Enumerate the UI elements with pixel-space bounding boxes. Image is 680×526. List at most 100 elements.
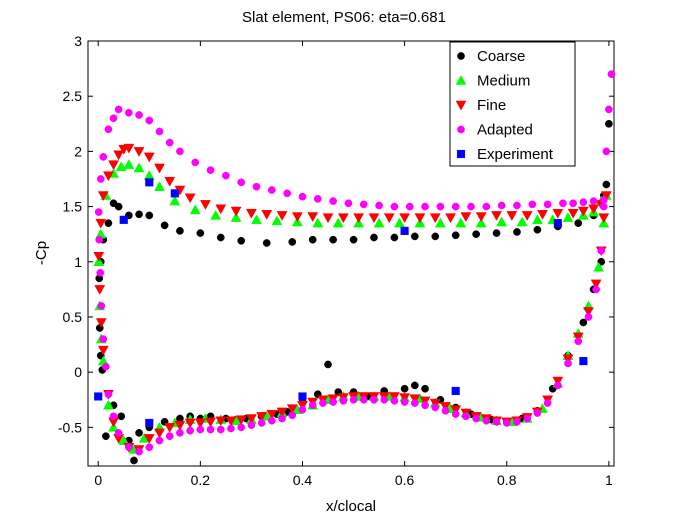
adapted-point	[227, 424, 235, 433]
experiment-point	[94, 392, 103, 401]
legend-item-coarse: Coarse	[457, 48, 525, 65]
legend-label-coarse: Coarse	[477, 48, 525, 65]
medium-point	[434, 217, 446, 228]
legend-label-adapted: Adapted	[477, 122, 533, 139]
adapted-point	[482, 202, 491, 211]
adapted-point	[165, 432, 174, 441]
y-tick-label: 0.5	[63, 309, 83, 325]
legend-item-medium: Medium	[455, 73, 530, 90]
fine-point	[276, 407, 288, 418]
adapted-point	[467, 202, 475, 211]
fine-point	[95, 218, 107, 229]
experiment-point	[119, 215, 128, 224]
fine-point	[200, 200, 211, 210]
fine-point	[286, 404, 298, 415]
adapted-point	[605, 105, 613, 114]
fine-point	[184, 418, 196, 429]
adapted-point	[104, 125, 113, 134]
fine-point	[383, 213, 395, 224]
experiment-point	[145, 418, 154, 427]
fine-point	[184, 193, 196, 204]
fine-point	[113, 150, 125, 161]
adapted-point	[482, 416, 491, 425]
coarse-point	[472, 230, 480, 239]
medium-point	[169, 195, 181, 206]
coarse-point	[196, 229, 205, 237]
fine-point	[266, 409, 278, 420]
fine-point	[368, 213, 380, 224]
fine-point	[419, 396, 431, 407]
fine-point	[108, 160, 119, 171]
coarse-point	[602, 180, 611, 189]
fine-point	[440, 402, 451, 412]
coarse-point	[579, 318, 588, 327]
fine-point	[337, 213, 349, 224]
adapted-point	[528, 200, 537, 209]
adapted-point	[436, 202, 445, 211]
adapted-point	[543, 200, 552, 209]
x-axis-title: x/clocal	[326, 498, 376, 515]
adapted-point	[267, 416, 276, 425]
fine-point	[399, 213, 411, 224]
y-axis-title: -Cp	[33, 241, 50, 265]
adapted-point	[257, 419, 266, 427]
coarse-point	[329, 235, 337, 244]
adapted-point	[451, 202, 460, 211]
medium-point	[189, 204, 201, 215]
fine-point	[399, 393, 411, 404]
adapted-point	[405, 202, 414, 211]
y-tick-label: 2	[74, 143, 82, 159]
medium-point	[210, 209, 222, 220]
experiment-point	[170, 189, 179, 198]
medium-point	[118, 435, 130, 445]
coarse-point	[513, 228, 521, 236]
fine-point	[215, 416, 227, 427]
coarse-point	[390, 233, 399, 242]
fine-point	[97, 345, 109, 356]
adapted-point	[559, 199, 567, 208]
adapted-point	[288, 411, 297, 420]
coarse-point	[130, 456, 138, 465]
adapted-point	[599, 196, 608, 204]
coarse-point	[102, 432, 110, 441]
adapted-point	[344, 199, 353, 208]
legend-item-experiment: Experiment	[456, 146, 554, 163]
adapted-point	[99, 153, 108, 161]
adapted-point	[339, 397, 348, 405]
adapted-point	[176, 429, 184, 437]
adapted-point	[206, 166, 215, 175]
adapted-point	[96, 175, 105, 183]
series-adapted	[94, 70, 616, 456]
medium-point	[312, 217, 324, 228]
fine-point	[583, 307, 594, 317]
fine-point	[429, 398, 441, 409]
fine-point	[429, 213, 441, 224]
adapted-point	[597, 246, 606, 255]
adapted-point	[462, 412, 470, 421]
coarse-point	[574, 219, 583, 227]
adapted-point	[298, 405, 307, 414]
adapted-point	[370, 395, 378, 404]
x-tick-label: 0.4	[293, 472, 313, 488]
adapted-point	[165, 138, 174, 147]
adapted-point	[196, 425, 205, 434]
fine-point	[353, 213, 365, 224]
adapted-point	[579, 198, 588, 207]
medium-point	[562, 212, 574, 222]
fine-point	[245, 208, 257, 219]
coarse-point	[104, 219, 113, 227]
fine-point	[414, 213, 426, 224]
fine-point	[506, 211, 518, 221]
adapted-point	[252, 182, 261, 191]
fine-point	[230, 206, 242, 217]
coarse-point	[451, 231, 460, 240]
fine-point	[225, 416, 237, 427]
adapted-point	[497, 201, 506, 210]
medium-point	[332, 217, 344, 228]
fine-point	[388, 392, 400, 402]
adapted-point	[109, 412, 118, 421]
fine-point	[307, 212, 319, 223]
adapted-point	[135, 447, 143, 456]
coarse-point	[421, 384, 429, 393]
adapted-point	[95, 235, 104, 244]
